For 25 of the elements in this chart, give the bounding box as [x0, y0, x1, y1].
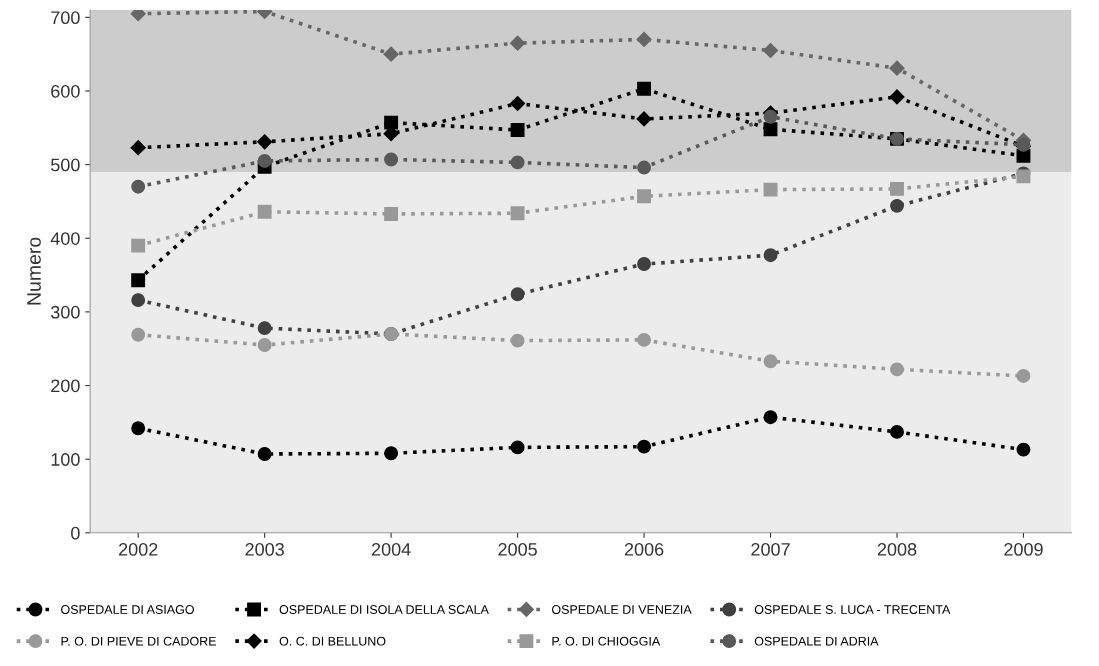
legend-label: OSPEDALE DI ISOLA DELLA SCALA — [279, 605, 489, 614]
x-tick-label: 2005 — [498, 543, 537, 556]
legend-label: P. O. DI PIEVE DI CADORE — [61, 636, 217, 646]
x-tick-label: 2004 — [371, 543, 411, 556]
legend-label: OSPEDALE DI ASIAGO — [61, 605, 194, 614]
legend-label: OSPEDALE DI ADRIA — [754, 636, 879, 646]
legend-label: OSPEDALE DI VENEZIA — [551, 605, 692, 614]
legend-label: P. O. DI CHIOGGIA — [552, 636, 661, 646]
y-axis-title: Numero — [27, 237, 41, 305]
x-tick-label: 2002 — [119, 543, 158, 556]
x-tick-label: 2008 — [877, 543, 917, 556]
y-tick-label: 200 — [51, 379, 80, 393]
y-tick-label: 100 — [51, 453, 80, 466]
x-tick-label: 2007 — [751, 543, 790, 556]
x-tick-label: 2003 — [245, 543, 284, 556]
legend-label: OSPEDALE S. LUCA - TRECENTA — [754, 605, 951, 614]
y-tick-label: 0 — [71, 526, 80, 540]
x-tick-label: 2009 — [1004, 543, 1043, 556]
y-tick-label: 700 — [51, 11, 80, 25]
y-tick-label: 500 — [51, 158, 80, 172]
y-tick-label: 600 — [51, 84, 80, 98]
y-tick-label: 300 — [50, 305, 80, 319]
y-tick-label: 400 — [50, 232, 80, 245]
x-tick-label: 2006 — [624, 543, 664, 556]
legend-label: O. C. DI BELLUNO — [279, 636, 386, 646]
